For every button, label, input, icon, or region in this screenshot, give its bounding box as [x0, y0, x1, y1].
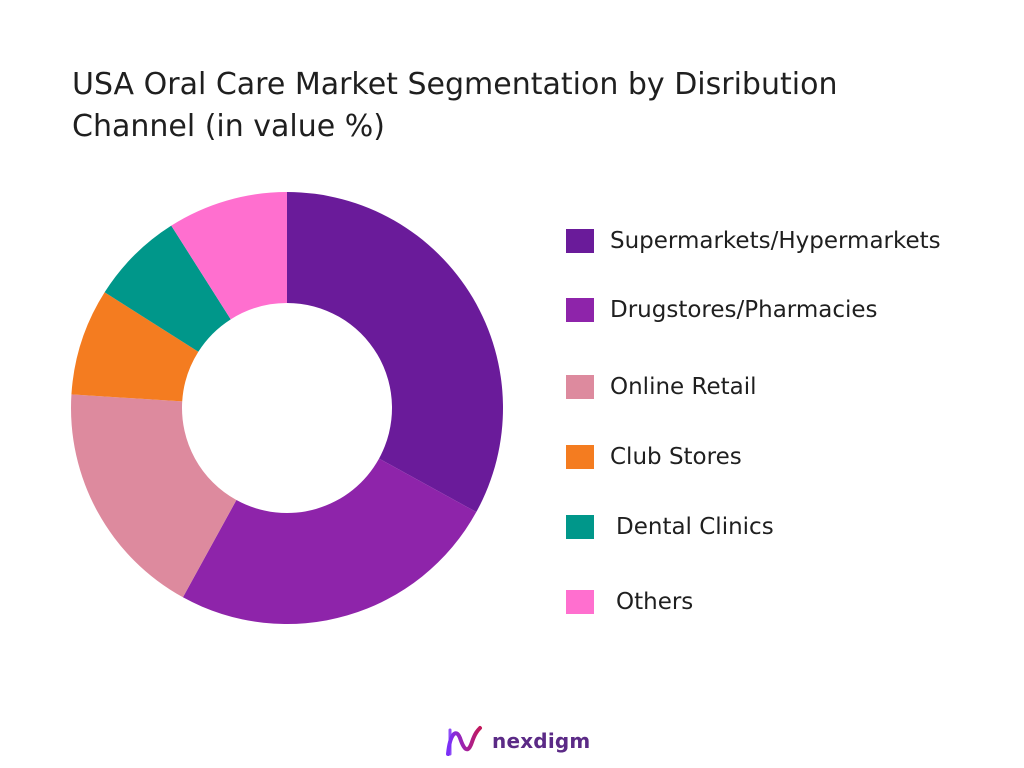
brand-name: nexdigm: [492, 729, 591, 753]
legend-label-online-retail: Online Retail: [610, 374, 757, 400]
legend-label-drugstores: Drugstores/Pharmacies: [610, 297, 878, 323]
donut-slice-drugstores-pharmacies: [182, 458, 477, 624]
legend-item-supermarkets: Supermarkets/Hypermarkets: [566, 226, 941, 256]
legend-label-club-stores: Club Stores: [610, 444, 742, 470]
chart-title-line-2: Channel (in value %): [72, 109, 385, 144]
chart-title-line-1: USA Oral Care Market Segmentation by Dis…: [72, 67, 838, 102]
legend-swatch-others: [566, 590, 594, 614]
legend-label-dental-clinics: Dental Clinics: [616, 514, 774, 540]
donut-slice-dental-clinics: [104, 225, 231, 352]
donut-slice-others: [171, 192, 287, 320]
legend-swatch-dental-clinics: [566, 515, 594, 539]
donut-slice-club-stores: [71, 292, 199, 402]
legend-item-drugstores: Drugstores/Pharmacies: [566, 295, 878, 325]
legend-item-dental-clinics: Dental Clinics: [566, 512, 774, 542]
legend-swatch-online-retail: [566, 375, 594, 399]
legend-swatch-drugstores: [566, 298, 594, 322]
donut-slice-supermarkets-hypermarkets: [287, 192, 504, 513]
legend-swatch-supermarkets: [566, 229, 594, 253]
legend-label-supermarkets: Supermarkets/Hypermarkets: [610, 228, 941, 254]
chart-title: USA Oral Care Market Segmentation by Dis…: [72, 64, 972, 148]
legend-item-others: Others: [566, 587, 693, 617]
brand-logo: nexdigm: [444, 724, 590, 758]
legend-label-others: Others: [616, 589, 694, 615]
legend-item-online-retail: Online Retail: [566, 372, 757, 402]
donut-slice-online-retail: [70, 394, 237, 598]
legend-swatch-club-stores: [566, 445, 594, 469]
legend-item-club-stores: Club Stores: [566, 442, 742, 472]
nexdigm-logo-icon: [446, 726, 482, 756]
